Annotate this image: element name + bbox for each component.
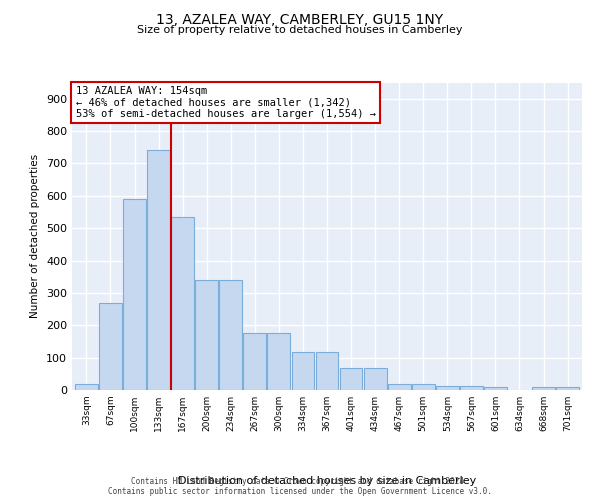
Bar — [436, 386, 459, 390]
Bar — [340, 368, 362, 390]
Text: Size of property relative to detached houses in Camberley: Size of property relative to detached ho… — [137, 25, 463, 35]
Bar — [484, 387, 507, 390]
Bar — [195, 280, 218, 390]
Bar — [268, 334, 290, 390]
Bar — [220, 280, 242, 390]
Bar — [532, 388, 555, 390]
Bar — [244, 334, 266, 390]
Bar — [412, 384, 434, 390]
Bar — [171, 217, 194, 390]
Bar — [364, 368, 386, 390]
X-axis label: Distribution of detached houses by size in Camberley: Distribution of detached houses by size … — [178, 476, 476, 486]
Bar — [99, 302, 122, 390]
Bar — [388, 384, 410, 390]
Bar — [147, 150, 170, 390]
Bar — [556, 388, 579, 390]
Bar — [75, 384, 98, 390]
Bar — [292, 352, 314, 390]
Bar — [123, 199, 146, 390]
Bar — [460, 386, 483, 390]
Text: 13, AZALEA WAY, CAMBERLEY, GU15 1NY: 13, AZALEA WAY, CAMBERLEY, GU15 1NY — [157, 12, 443, 26]
Text: Contains HM Land Registry data © Crown copyright and database right 2024.
Contai: Contains HM Land Registry data © Crown c… — [108, 476, 492, 496]
Bar — [316, 352, 338, 390]
Text: 13 AZALEA WAY: 154sqm
← 46% of detached houses are smaller (1,342)
53% of semi-d: 13 AZALEA WAY: 154sqm ← 46% of detached … — [76, 86, 376, 119]
Y-axis label: Number of detached properties: Number of detached properties — [31, 154, 40, 318]
